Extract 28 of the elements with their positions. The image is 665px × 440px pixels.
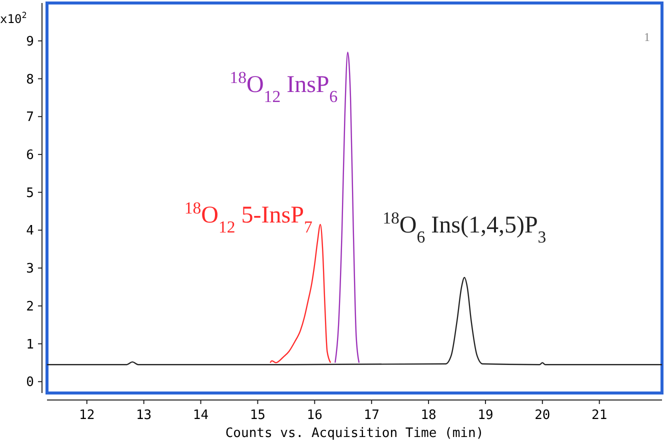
y-tick-label: 3: [26, 262, 34, 277]
annotation: $^{18}$O$_{6}$ Ins(1,4,5)P$_{3}$: [382, 208, 546, 246]
annotation: 1: [644, 30, 650, 44]
y-tick-label: 4: [26, 224, 34, 239]
annotation: $^{18}$O$_{12}$ InsP$_{6}$: [230, 68, 338, 106]
y-tick-label: 6: [26, 148, 34, 164]
y-tick-label: 9: [26, 34, 34, 50]
x-tick-label: 14: [192, 408, 209, 423]
y-axis-title: x10$^{2}$: [0, 10, 27, 26]
x-axis-title: Counts vs. Acquisition Time (min): [225, 426, 484, 440]
x-tick-label: 21: [592, 408, 608, 423]
annotation: $^{18}$O$_{12}$ 5-InsP$_{7}$: [184, 198, 312, 236]
x-tick-label: 13: [136, 408, 152, 423]
line-series: [270, 224, 332, 364]
y-tick-label: 1: [26, 337, 34, 352]
x-tick-label: 15: [250, 408, 266, 423]
y-tick-label: 7: [26, 110, 34, 126]
x-tick-label: 12: [79, 408, 95, 423]
x-tick-label: 18: [420, 408, 436, 423]
x-tick-label: 20: [534, 408, 550, 423]
line-series: [46, 276, 663, 366]
x-tick-label: 16: [306, 408, 322, 423]
y-tick-label: 0: [26, 375, 34, 390]
y-tick-label: 8: [26, 72, 34, 88]
x-tick-label: 17: [364, 408, 380, 423]
x-tick-label: 19: [478, 408, 494, 423]
y-tick-label: 2: [26, 299, 34, 314]
y-tick-label: 5: [26, 186, 34, 201]
